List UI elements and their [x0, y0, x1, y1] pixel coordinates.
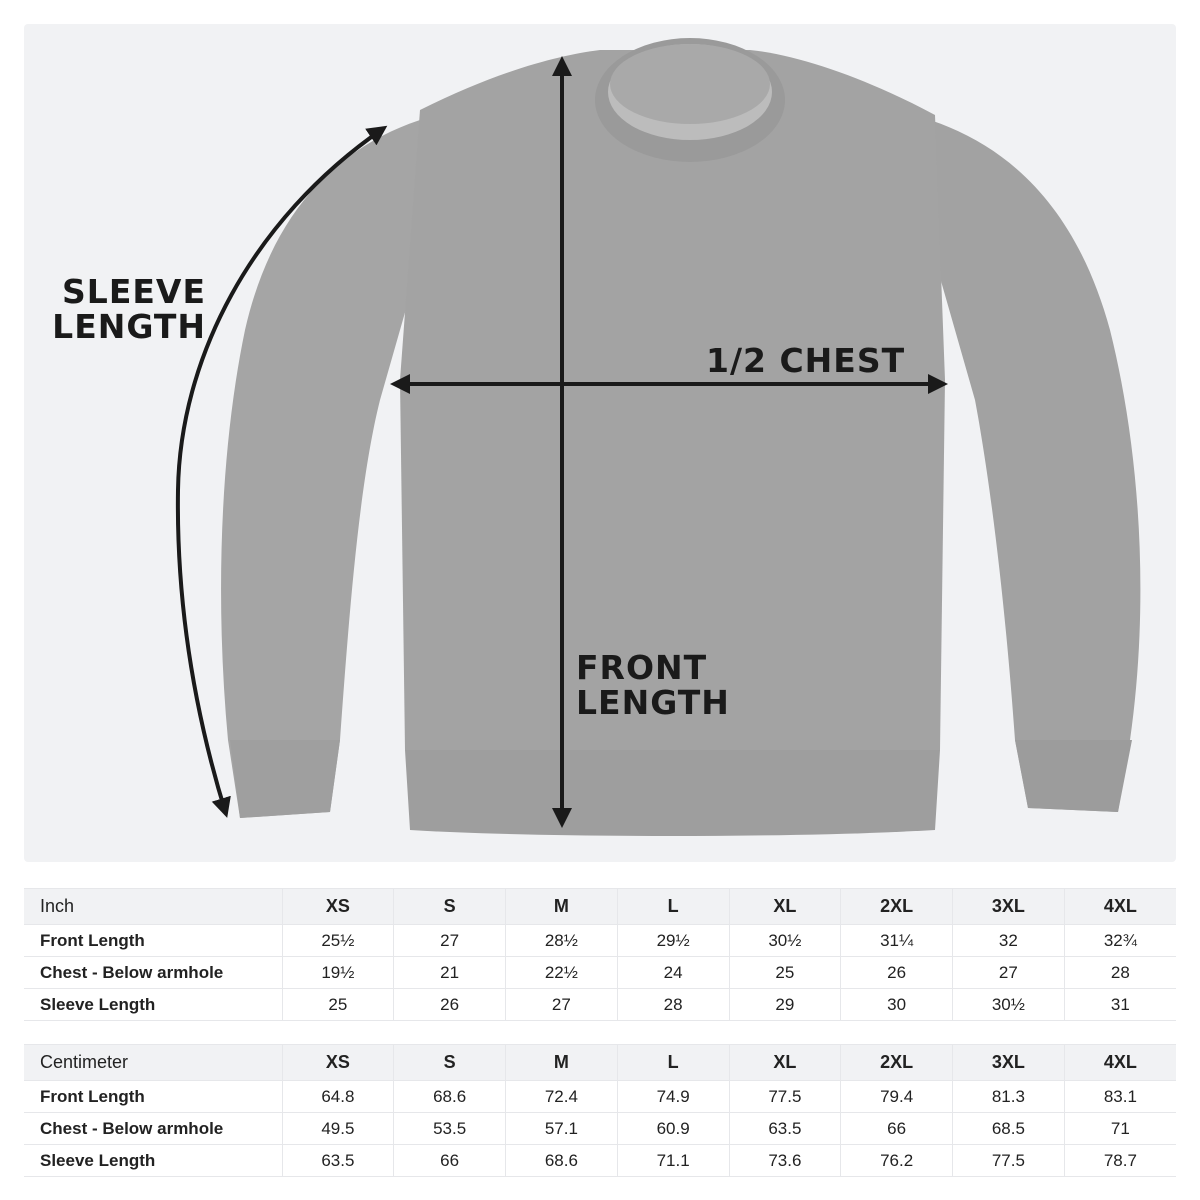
measurement-cell: 29½ [616, 924, 729, 957]
measurement-cell: 66 [840, 1112, 953, 1145]
measurement-cell: 27 [505, 988, 618, 1021]
measurement-cell: 66 [393, 1144, 506, 1177]
size-header: XL [728, 1044, 841, 1081]
table-row: Front Length 64.8 68.6 72.4 74.9 77.5 79.4 81.3… [24, 1080, 1176, 1113]
measurement-cell: 29 [728, 988, 841, 1021]
size-header: 3XL [952, 888, 1065, 925]
measurement-cell: 72.4 [505, 1080, 618, 1113]
measurement-cell: 74.9 [616, 1080, 729, 1113]
measurement-cell: 27 [393, 924, 506, 957]
measurement-cell: 19½ [281, 956, 394, 989]
measurement-cell: 25 [281, 988, 394, 1021]
table-row: Front Length 25½ 27 28½ 29½ 30½ 31¼ 32 32¾ [24, 924, 1176, 957]
measurement-cell: 25 [728, 956, 841, 989]
centimeter-size-table: Centimeter XS S M L XL 2XL 3XL 4XL Front Length 64… [24, 1044, 1176, 1177]
size-header: M [505, 888, 618, 925]
measurement-cell: 28 [1063, 956, 1176, 989]
unit-header: Inch [24, 888, 282, 925]
size-header: 2XL [840, 1044, 953, 1081]
size-header: XS [281, 1044, 394, 1081]
sleeve-label-line1: SLEEVE [62, 272, 206, 311]
measurement-cell: 30½ [728, 924, 841, 957]
body [400, 50, 945, 750]
unit-header: Centimeter [24, 1044, 282, 1081]
sweatshirt-illustration [175, 38, 1141, 836]
waistband [405, 750, 940, 836]
sleeve-label-line2: LENGTH [52, 307, 206, 346]
measurement-cell: 68.6 [393, 1080, 506, 1113]
measurement-cell: 53.5 [393, 1112, 506, 1145]
front-length-label: FRONT LENGTH [576, 650, 730, 720]
sleeve-length-arrow [175, 125, 388, 818]
size-header: 4XL [1063, 888, 1176, 925]
size-header: 4XL [1063, 1044, 1176, 1081]
measurement-cell: 32¾ [1063, 924, 1176, 957]
table-row: Chest - Below armhole 49.5 53.5 57.1 60.9 63.… [24, 1112, 1176, 1145]
measurement-cell: 26 [840, 956, 953, 989]
measurement-cell: 76.2 [840, 1144, 953, 1177]
measurement-cell: 25½ [281, 924, 394, 957]
measurement-cell: 24 [616, 956, 729, 989]
measurement-cell: 79.4 [840, 1080, 953, 1113]
measurement-cell: 31 [1063, 988, 1176, 1021]
right-sleeve [930, 120, 1141, 812]
table-row: Sleeve Length 25 26 27 28 29 30 30½ 31 [24, 988, 1176, 1021]
chest-label: 1/2 CHEST [706, 341, 906, 380]
left-sleeve [221, 120, 420, 818]
measurement-cell: 64.8 [281, 1080, 394, 1113]
measurement-cell: 63.5 [728, 1112, 841, 1145]
sleeve-length-label: SLEEVE LENGTH [46, 274, 206, 344]
row-label: Front Length [24, 924, 282, 957]
measurement-cell: 71.1 [616, 1144, 729, 1177]
measurement-cell: 21 [393, 956, 506, 989]
size-header: L [616, 1044, 729, 1081]
measurement-cell: 49.5 [281, 1112, 394, 1145]
row-label: Chest - Below armhole [24, 956, 282, 989]
size-header: L [616, 888, 729, 925]
row-label: Front Length [24, 1080, 282, 1113]
size-header: XL [728, 888, 841, 925]
measurement-cell: 63.5 [281, 1144, 394, 1177]
size-header: XS [281, 888, 394, 925]
table-row: Chest - Below armhole 19½ 21 22½ 24 25 26 27 28 [24, 956, 1176, 989]
measurement-cell: 22½ [505, 956, 618, 989]
measurement-cell: 28½ [505, 924, 618, 957]
measurement-cell: 57.1 [505, 1112, 618, 1145]
measurement-cell: 31¼ [840, 924, 953, 957]
table-row: Sleeve Length 63.5 66 68.6 71.1 73.6 76.2 77.5 7… [24, 1144, 1176, 1177]
row-label: Sleeve Length [24, 988, 282, 1021]
size-header: 2XL [840, 888, 953, 925]
measurement-cell: 81.3 [952, 1080, 1065, 1113]
measurement-cell: 78.7 [1063, 1144, 1176, 1177]
row-label: Chest - Below armhole [24, 1112, 282, 1145]
measurement-cell: 30 [840, 988, 953, 1021]
measurement-cell: 26 [393, 988, 506, 1021]
size-header: S [393, 1044, 506, 1081]
header-row: Centimeter XS S M L XL 2XL 3XL 4XL [24, 1044, 1176, 1081]
header-row: Inch XS S M L XL 2XL 3XL 4XL [24, 888, 1176, 925]
size-header: M [505, 1044, 618, 1081]
measurement-cell: 68.6 [505, 1144, 618, 1177]
measurement-cell: 73.6 [728, 1144, 841, 1177]
measurement-cell: 83.1 [1063, 1080, 1176, 1113]
measurement-cell: 32 [952, 924, 1065, 957]
front-label-line1: FRONT [576, 648, 708, 687]
measurement-cell: 68.5 [952, 1112, 1065, 1145]
size-header: S [393, 888, 506, 925]
row-label: Sleeve Length [24, 1144, 282, 1177]
measurement-cell: 77.5 [952, 1144, 1065, 1177]
measurement-cell: 28 [616, 988, 729, 1021]
measurement-cell: 77.5 [728, 1080, 841, 1113]
inch-size-table: Inch XS S M L XL 2XL 3XL 4XL Front Length 25½ 27 28½… [24, 888, 1176, 1021]
size-header: 3XL [952, 1044, 1065, 1081]
measurement-cell: 60.9 [616, 1112, 729, 1145]
measurement-cell: 30½ [952, 988, 1065, 1021]
garment-diagram: SLEEVE LENGTH 1/2 CHEST FRONT LENGTH [24, 24, 1176, 862]
front-label-line2: LENGTH [576, 683, 730, 722]
measurement-cell: 27 [952, 956, 1065, 989]
measurement-cell: 71 [1063, 1112, 1176, 1145]
